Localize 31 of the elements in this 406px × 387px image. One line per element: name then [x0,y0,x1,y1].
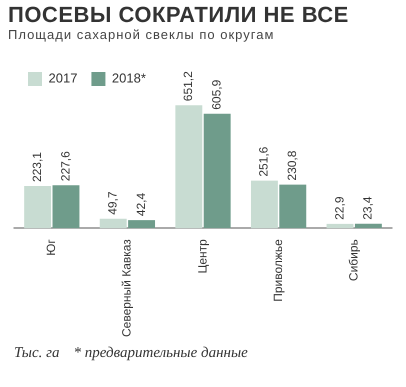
bar [52,185,80,228]
x-tick-label: Северный Кавказ [120,238,134,337]
data-label: 223,1 [30,152,44,182]
data-label: 230,8 [285,150,300,181]
bar [354,224,382,228]
chart-subtitle: Площади сахарной свеклы по округам [8,27,274,42]
data-label: 42,4 [134,192,148,216]
x-tick-label: Центр [195,238,210,274]
legend-label: 2018* [112,70,146,86]
data-label: 22,9 [332,196,346,220]
data-label: 49,7 [106,191,120,215]
data-label: 651,2 [181,70,196,102]
x-tick-label: Сибирь [346,239,361,282]
bar [100,218,127,228]
bar [326,224,354,228]
x-tick-label: Юг [44,238,58,256]
legend-label: 2017 [48,70,78,86]
bar [250,180,278,228]
data-label: 227,6 [58,150,72,182]
bar [279,184,306,228]
bar [24,186,52,228]
chart-title: ПОСЕВЫ СОКРАТИЛИ НЕ ВСЕ [8,2,349,28]
text: * предварительные данные [73,345,248,361]
bar [175,105,202,228]
bar [128,220,156,228]
data-label: 605,9 [209,79,224,110]
data-label: 251,6 [256,146,271,177]
data-label: 23,4 [360,196,375,220]
x-tick-label: Приволжье [270,238,285,302]
text: Тыс. га [14,345,60,361]
bar [204,114,231,228]
